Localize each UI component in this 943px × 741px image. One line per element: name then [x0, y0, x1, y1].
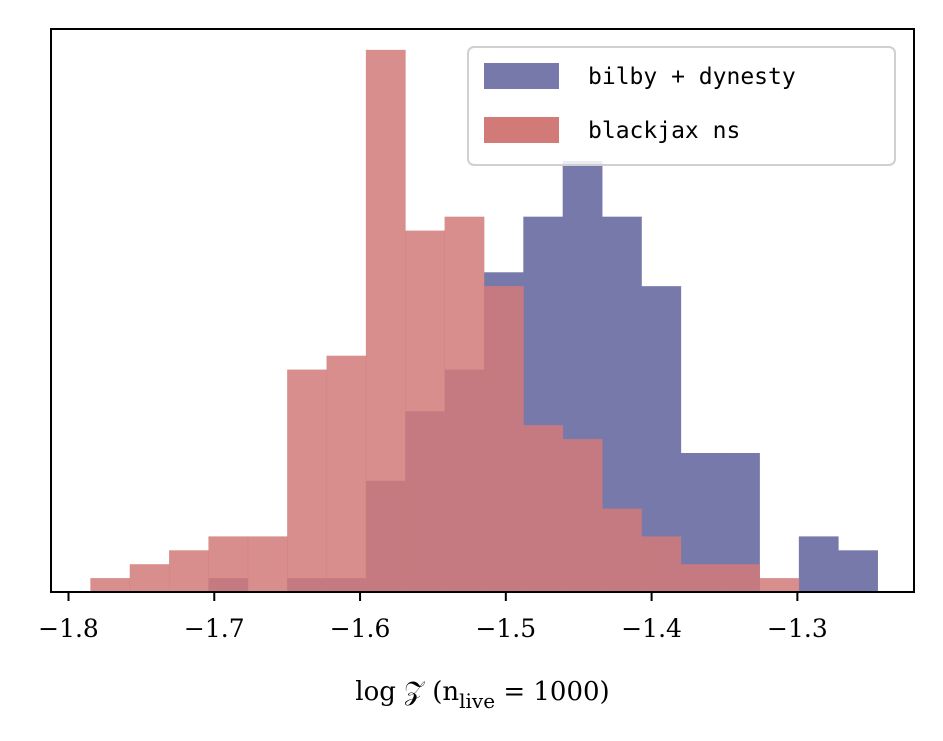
blackjax-ns-bar-7	[365, 49, 406, 593]
x-axis-label: log 𝒵 (nlive = 1000)	[355, 677, 609, 713]
blackjax-ns-bar-3	[208, 536, 249, 592]
legend-box	[467, 46, 896, 166]
blackjax-ns-bar-12	[562, 439, 603, 592]
blackjax-ns-bar-0	[90, 578, 131, 592]
blackjax-ns-bar-15	[680, 564, 721, 592]
x-axis-ticks: −1.8 −1.7 −1.6 −1.5 −1.4 −1.3	[38, 592, 828, 643]
blackjax-ns-bar-10	[483, 286, 524, 592]
bilby-dynesty-bar-18	[798, 536, 839, 592]
blackjax-ns-bar-1	[129, 564, 170, 592]
blackjax-ns-bar-8	[405, 230, 445, 592]
legend-swatch	[484, 117, 559, 143]
blackjax-ns-bar-11	[523, 425, 564, 592]
blackjax-ns-bar-16	[720, 564, 760, 592]
blackjax-ns-bar-14	[641, 536, 682, 592]
blackjax-ns-bar-17	[759, 578, 800, 592]
x-tick-label: −1.7	[184, 614, 245, 643]
blackjax-ns-bar-4	[247, 536, 288, 592]
x-tick-label: −1.8	[38, 614, 99, 643]
x-tick-label: −1.3	[767, 614, 828, 643]
legend: bilby + dynesty blackjax ns	[467, 46, 896, 166]
blackjax-ns-bar-13	[602, 508, 642, 592]
x-tick-label: −1.6	[330, 614, 391, 643]
plot-frame	[50, 28, 915, 593]
bilby-dynesty-bar-19	[838, 550, 878, 592]
blackjax-ns-bar-2	[169, 550, 209, 592]
blackjax-ns-bar-5	[287, 369, 327, 592]
legend-label: blackjax ns	[588, 118, 740, 144]
legend-label: bilby + dynesty	[588, 64, 796, 90]
x-tick-label: −1.4	[621, 614, 682, 643]
blackjax-ns-bars	[90, 49, 800, 593]
legend-swatch	[484, 63, 559, 89]
blackjax-ns-bar-6	[326, 355, 367, 592]
x-tick-label: −1.5	[475, 614, 536, 643]
blackjax-ns-bar-9	[444, 216, 485, 593]
